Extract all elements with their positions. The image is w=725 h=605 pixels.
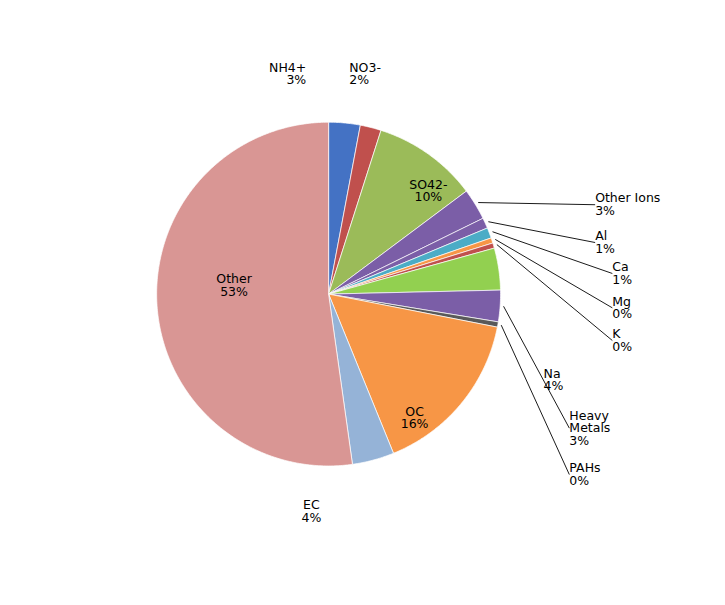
svg-text:Al1%: Al1% (595, 228, 615, 256)
svg-text:Other Ions3%: Other Ions3% (595, 190, 660, 218)
svg-text:SO42-10%: SO42-10% (409, 177, 447, 205)
svg-text:Mg0%: Mg0% (612, 294, 632, 322)
svg-text:NO3-2%: NO3-2% (349, 60, 381, 88)
svg-text:PAHs0%: PAHs0% (569, 460, 600, 488)
svg-text:NH4+3%: NH4+3% (269, 60, 306, 88)
svg-text:EC4%: EC4% (301, 497, 321, 525)
svg-text:OC16%: OC16% (401, 404, 429, 432)
svg-text:Na4%: Na4% (544, 366, 564, 394)
svg-text:Other53%: Other53% (216, 271, 252, 299)
svg-text:K0%: K0% (612, 326, 632, 354)
svg-text:Ca1%: Ca1% (612, 259, 632, 287)
svg-text:HeavyMetals3%: HeavyMetals3% (569, 408, 610, 448)
